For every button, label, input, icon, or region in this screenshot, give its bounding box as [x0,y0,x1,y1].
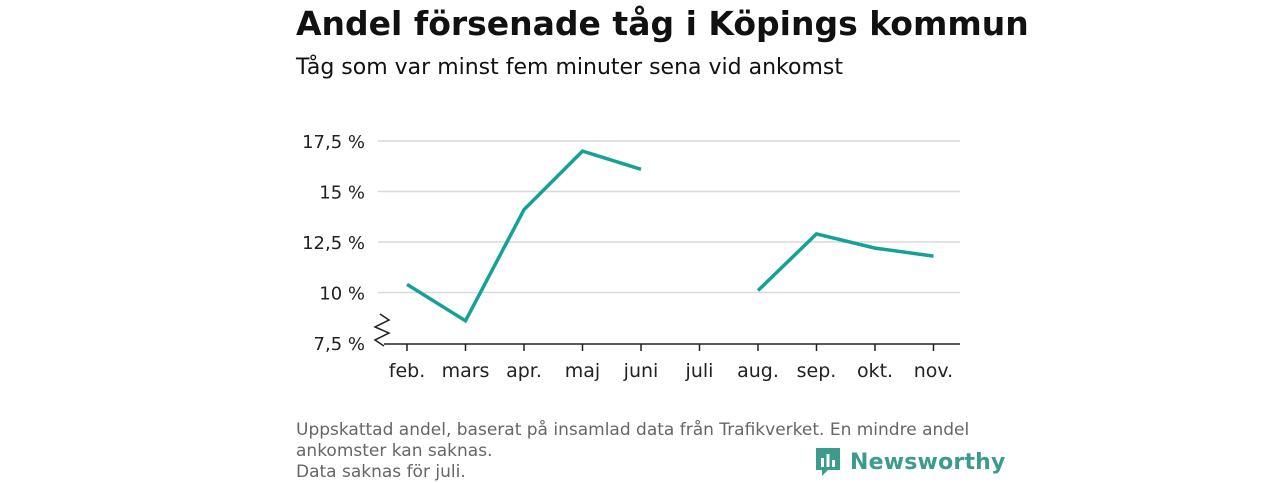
newsworthy-logo: Newsworthy [814,446,1006,478]
line-chart: 7,5 % 10 % 12,5 % 15 % 17,5 % feb. mars apr. ma… [302,132,960,382]
x-tick-label: juli [685,360,714,382]
y-tick-label: 12,5 % [302,233,365,254]
y-tick-label: 15 % [319,183,365,204]
x-tick-label: sep. [797,360,837,382]
footnote-source: Uppskattad andel, baserat på insamlad da… [296,420,970,461]
chart-bubble-icon [816,448,840,476]
x-tick-label: maj [565,360,600,382]
gridlines [378,140,960,294]
logo-text: Newsworthy [850,449,1006,475]
x-tick-label: juni [623,360,659,382]
x-tick-label: aug. [737,360,779,382]
footnote: Uppskattad andel, baserat på insamlad da… [296,420,996,483]
y-tick-label: 17,5 % [302,132,365,153]
x-tick-label: nov. [914,360,953,382]
axis-break-mark [373,313,391,347]
x-tick-label: mars [442,360,490,382]
series-lines [406,149,934,324]
chart-subtitle: Tåg som var minst fem minuter sena vid a… [296,55,843,80]
series-line-segment [756,231,934,292]
footnote-missing: Data saknas för juli. [296,462,466,482]
y-tick-label: 10 % [319,284,365,305]
chart-title: Andel försenade tåg i Köpings kommun [296,4,1029,43]
x-tick-label: apr. [506,360,542,382]
x-tick-label: feb. [389,360,425,382]
y-tick-label: 7,5 % [314,334,365,355]
x-tick-label: okt. [857,360,893,382]
series-line-segment [406,149,642,324]
y-axis-ticks: 7,5 % 10 % 12,5 % 15 % 17,5 % [302,132,365,355]
x-axis [373,313,960,351]
x-axis-ticks: feb. mars apr. maj juni juli aug. sep. okt. nov. [389,360,953,382]
